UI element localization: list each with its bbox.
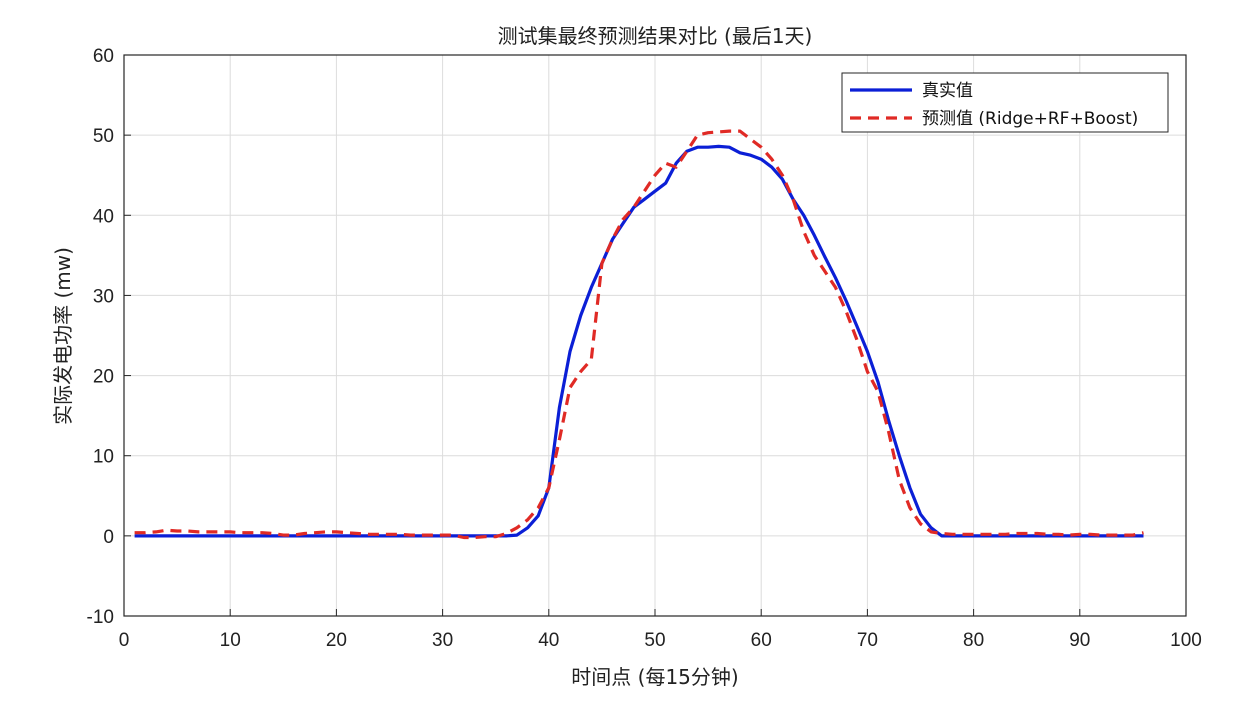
legend-label-actual: 真实值 xyxy=(922,81,973,101)
x-tick-label-0: 0 xyxy=(119,630,130,651)
y-axis-label: 实际发电功率 (mw) xyxy=(51,247,75,425)
x-tick-label-30: 30 xyxy=(432,630,453,651)
y-tick-label-10: 10 xyxy=(93,447,114,468)
y-tick-label-40: 40 xyxy=(93,206,114,227)
y-tick-label--10: -10 xyxy=(87,607,114,628)
x-tick-label-70: 70 xyxy=(857,630,878,651)
legend-box xyxy=(841,72,1169,133)
x-tick-label-80: 80 xyxy=(963,630,984,651)
x-tick-label-100: 100 xyxy=(1170,630,1202,651)
x-tick-label-40: 40 xyxy=(538,630,559,651)
y-tick-label-30: 30 xyxy=(93,286,114,307)
x-tick-label-60: 60 xyxy=(751,630,772,651)
series-line-actual xyxy=(134,144,1144,538)
y-tick-label-0: 0 xyxy=(103,527,114,548)
y-tick-label-60: 60 xyxy=(93,46,114,67)
chart-title: 测试集最终预测结果对比 (最后1天) xyxy=(498,24,813,48)
y-tick-label-20: 20 xyxy=(93,367,114,388)
x-axis-label: 时间点 (每15分钟) xyxy=(571,665,738,689)
x-tick-label-50: 50 xyxy=(644,630,665,651)
x-tick-label-10: 10 xyxy=(220,630,241,651)
y-tick-label-50: 50 xyxy=(93,126,114,147)
legend: 真实值 预测值 (Ridge+RF+Boost) xyxy=(841,72,1169,133)
series-line-predicted xyxy=(134,129,1144,540)
legend-label-predicted: 预测值 (Ridge+RF+Boost) xyxy=(922,109,1138,129)
x-tick-label-20: 20 xyxy=(326,630,347,651)
x-tick-label-90: 90 xyxy=(1069,630,1090,651)
series-group xyxy=(134,129,1144,540)
